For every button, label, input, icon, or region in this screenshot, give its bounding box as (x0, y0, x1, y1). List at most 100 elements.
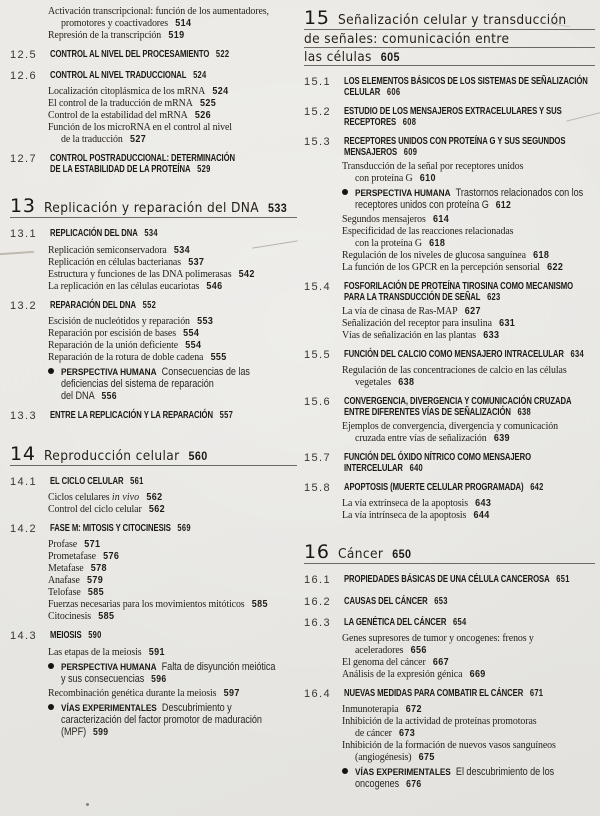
subentry-group: Segundos mensajeros 614 (342, 213, 449, 225)
toc-subentry: Segundos mensajeros 614 (304, 213, 596, 225)
section-entry: 13.2 REPARACIÓN DEL DNA 552 (10, 300, 298, 313)
section-entry: 14.1 EL CICLO CELULAR 561 (10, 476, 298, 489)
feature-text: receptores unidos con proteína G (355, 199, 489, 211)
subentry-page-number: 639 (493, 433, 510, 445)
subentry-text: Inhibición de la actividad de proteínas … (342, 715, 537, 728)
subentry-group: Reparación por escisión de bases 554 (48, 327, 199, 339)
subentry-line: con proteína G 610 (355, 172, 596, 184)
toc-subentry: Metafase 578 (10, 562, 298, 574)
section-title-group: APOPTOSIS (MUERTE CELULAR PROGRAMADA) 642 (344, 482, 544, 493)
chapter-title-group: Señalización celular y transducción (338, 12, 567, 28)
section-number: 16.1 (304, 574, 332, 587)
toc-subentry: Reparación por escisión de bases 554 (10, 327, 298, 339)
subentry-page-number: 554 (185, 339, 202, 351)
section-title-block: CAUSAS DEL CÁNCER 653 (344, 596, 484, 609)
section-title-line: FASE M: MITOSIS Y CITOCINESIS 569 (50, 523, 240, 534)
section-entry: 16.1 PROPIEDADES BÁSICAS DE UNA CÉLULA CA… (304, 574, 596, 587)
section-title-line: CONVERGENCIA, DIVERGENCIA Y COMUNICACIÓN… (344, 396, 596, 407)
section-title: FUNCIÓN DEL ÓXIDO NÍTRICO COMO MENSAJERO (344, 452, 532, 464)
toc-subentry: Prometafase 576 (10, 550, 298, 562)
chapter-title-group: Cáncer 650 (338, 546, 411, 562)
feature-text: El descubrimiento de los (455, 766, 555, 779)
chapter-page-number: 650 (392, 547, 412, 562)
section-title-line: CAUSAS DEL CÁNCER 653 (344, 596, 484, 607)
subentry-line: Función de los microRNA en el control al… (48, 121, 298, 133)
subentry-group: Regulación de las concentraciones de cal… (342, 364, 567, 376)
feature-entry: PERSPECTIVA HUMANA Falta de disyunción me… (10, 661, 298, 685)
chapter-title: las células (304, 49, 372, 65)
toc-subentry: La replicación en las células eucariotas… (10, 280, 298, 292)
section-entry: 15.6 CONVERGENCIA, DIVERGENCIA Y COMUNICA… (304, 396, 596, 418)
feature-line: deficiencias del sistema de reparación (61, 378, 298, 390)
toc-subentry: Control de la estabilidad del mRNA 526 (10, 109, 298, 121)
subentry-text: Regulación de los niveles de glucosa san… (342, 249, 526, 261)
section-number: 15.2 (304, 106, 332, 118)
section-number: 14.3 (10, 630, 38, 643)
section-title: PARA LA TRANSDUCCIÓN DE SEÑAL (344, 292, 481, 303)
subentry-page-number: 669 (469, 669, 486, 681)
subentry-text: Reparación de la unión deficiente (48, 338, 179, 351)
section-number: 12.7 (10, 153, 38, 166)
section-title-line: NUEVAS MEDIDAS PARA COMBATIR EL CÁNCER 67… (344, 688, 596, 699)
subentry-page-number: 638 (398, 377, 415, 389)
section-title-group: ESTUDIO DE LOS MENSAJEROS EXTRACELULARES… (344, 106, 562, 117)
subentry-page-number: 519 (168, 30, 185, 41)
subentry-group: La función de los GPCR en la percepción … (342, 261, 563, 273)
feature-text-group: PERSPECTIVA HUMANA Trastornos relacionado… (355, 187, 583, 199)
subentry-line: Reparación de la unión deficiente 554 (48, 339, 298, 351)
subentry-page-number: 578 (90, 563, 107, 575)
subentry-page-number: 562 (146, 492, 163, 504)
subentry-line: Prometafase 576 (48, 550, 298, 562)
chapter-heading-line: las células 605 (304, 49, 596, 67)
feature-text: Trastornos relacionados con los (455, 187, 584, 199)
subentry-line: Ejemplos de convergencia, divergencia y … (342, 420, 596, 432)
feature-text-group: del DNA 556 (61, 390, 117, 402)
section-page-number: 590 (88, 630, 102, 642)
feature-text: Descubrimiento y (161, 701, 232, 714)
section-title: ENTRE DIFERENTES VÍAS DE SEÑALIZACIÓN (344, 407, 511, 419)
subentry-text: Genes supresores de tumor y oncogenes: f… (342, 632, 534, 645)
chapter-number: 15 (304, 7, 330, 29)
subentry-text: Transducción de la señal por receptores … (342, 160, 524, 172)
subentry-page-number: 656 (410, 645, 427, 657)
subentry-text: Profase (48, 538, 78, 551)
subentry-group: Regulación de los niveles de glucosa san… (342, 249, 549, 261)
subentry-line: Inmunoterapia 672 (342, 703, 596, 715)
section-entry: 16.2 CAUSAS DEL CÁNCER 653 (304, 596, 596, 609)
subentry-line: La vía de cinasa de Ras-MAP 627 (342, 305, 596, 317)
section-entry: 15.1 LOS ELEMENTOS BÁSICOS DE LOS SISTEMA… (304, 76, 596, 98)
subentry-group: de la traducción 527 (61, 133, 146, 145)
feature-line: oncogenes 676 (355, 778, 596, 790)
subentry-group: Represión de la transcripción 519 (48, 29, 184, 41)
section-entry: 15.3 RECEPTORES UNIDOS CON PROTEÍNA G Y S… (304, 136, 596, 158)
section-number: 12.6 (10, 70, 38, 83)
toc-subentry: Genes supresores de tumor y oncogenes: f… (304, 632, 596, 656)
feature-label: PERSPECTIVA HUMANA (61, 366, 157, 378)
toc-subentry: Ejemplos de convergencia, divergencia y … (304, 420, 596, 444)
section-title: ESTUDIO DE LOS MENSAJEROS EXTRACELULARES… (344, 106, 562, 117)
subentry-group: Señalización del receptor para insulina 6… (342, 317, 515, 329)
subentry-text: promotores y coactivadores (61, 17, 169, 29)
subentry-page-number: 597 (223, 687, 240, 699)
feature-line: caracterización del factor promotor de m… (61, 714, 298, 726)
subentry-line: Estructura y funciones de las DNA polime… (48, 268, 298, 280)
section-page-number: 529 (197, 164, 211, 176)
bullet-icon (48, 367, 54, 374)
subentry-text: Inmunoterapia (342, 703, 399, 716)
subentry-group: Fuerzas necesarias para los movimientos … (48, 598, 268, 610)
section-page-number: 606 (386, 87, 401, 98)
subentry-line: Escisión de nucleótidos y reparación 553 (48, 315, 298, 327)
subentry-group: Prometafase 576 (48, 550, 119, 562)
subentry-page-number: 618 (533, 250, 550, 261)
subentry-group: con la proteína G 618 (355, 237, 445, 249)
section-title-group: FASE M: MITOSIS Y CITOCINESIS 569 (50, 523, 191, 534)
subentry-page-number: 673 (399, 728, 416, 740)
subentry-page-number: 542 (238, 268, 255, 280)
section-number: 15.3 (304, 136, 332, 148)
subentry-line: Anafase 579 (48, 574, 298, 586)
chapter-number: 14 (10, 443, 36, 466)
chapter-title: de señales: comunicación entre (304, 31, 510, 47)
section-page-number: 561 (130, 476, 144, 488)
feature-text-group: caracterización del factor promotor de m… (61, 714, 262, 726)
